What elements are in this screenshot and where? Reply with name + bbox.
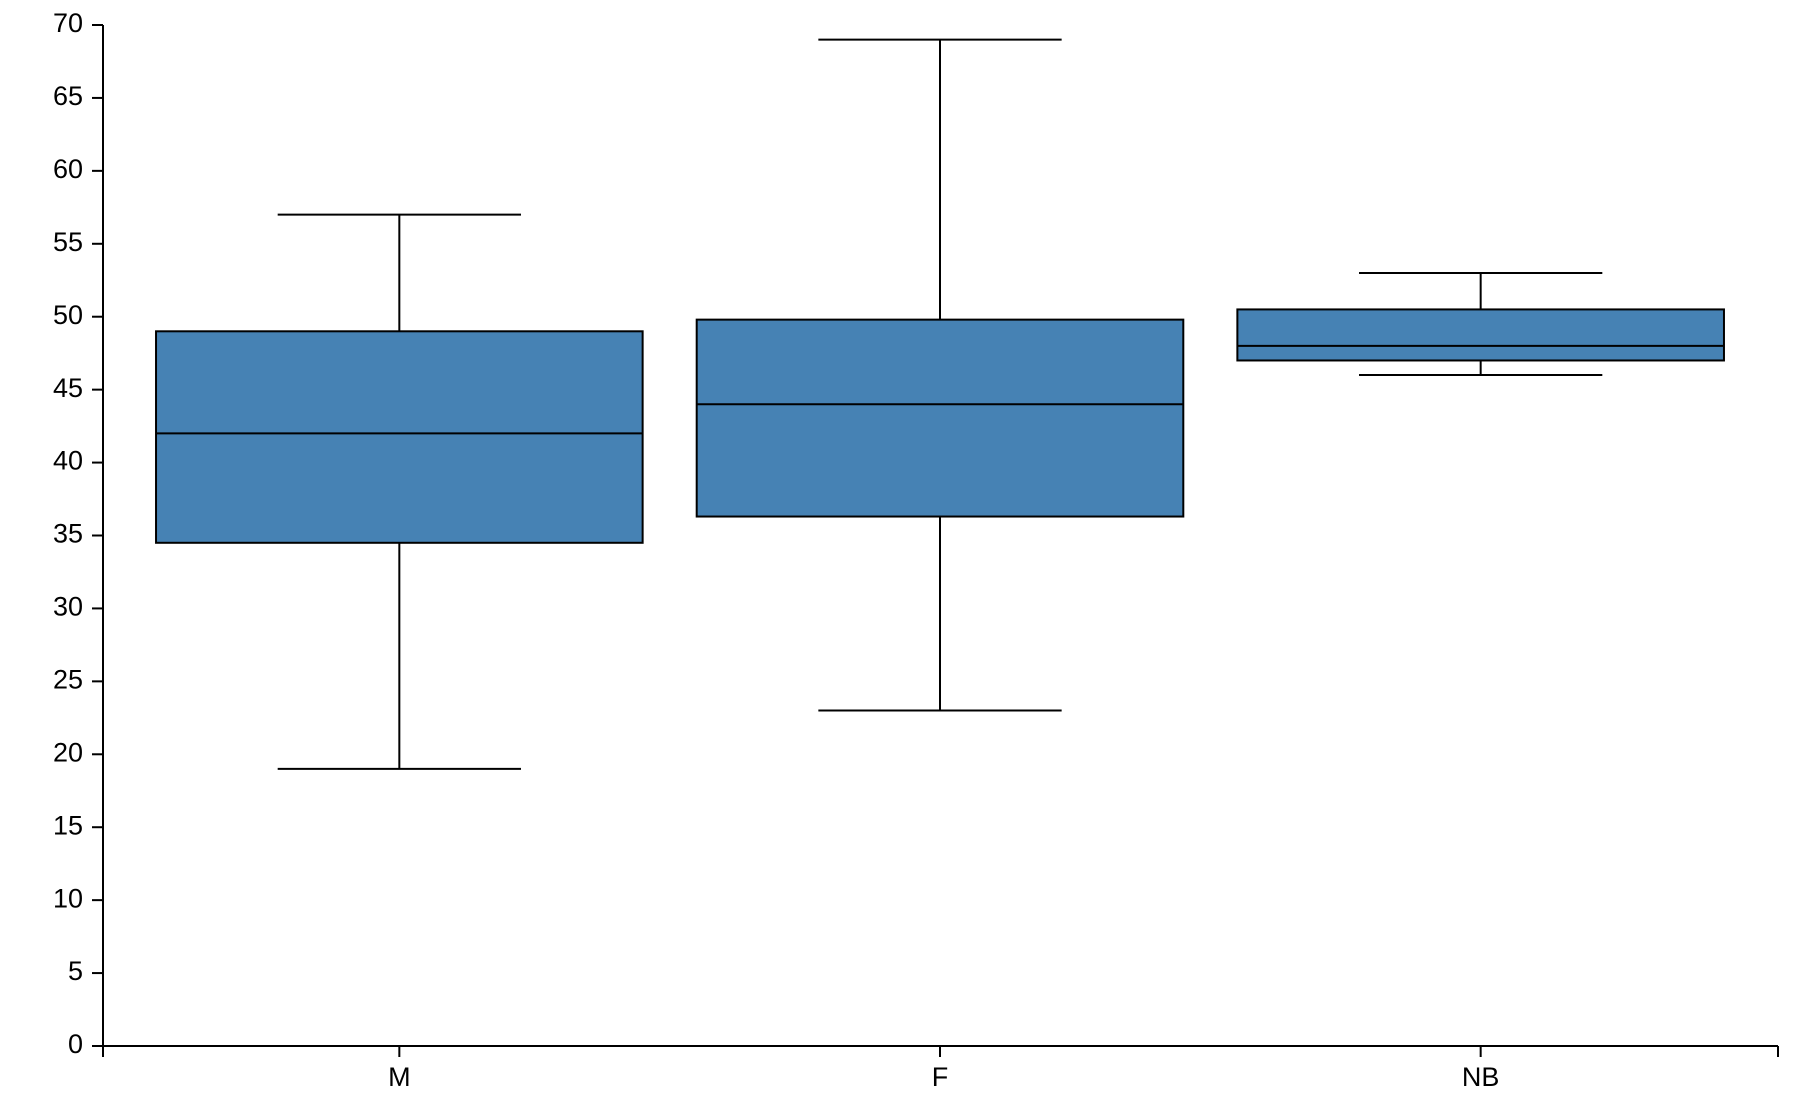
y-tick-label: 25	[53, 664, 83, 694]
y-tick-label: 70	[53, 8, 83, 38]
x-tick-label: F	[932, 1062, 949, 1092]
x-tick-label: M	[388, 1062, 411, 1092]
y-tick-label: 0	[68, 1029, 83, 1059]
box	[1236, 308, 1725, 362]
y-tick-label: 20	[53, 737, 83, 767]
y-tick-label: 50	[53, 300, 83, 330]
y-tick-label: 5	[68, 956, 83, 986]
y-tick-label: 60	[53, 154, 83, 184]
y-tick-label: 30	[53, 592, 83, 622]
y-tick-label: 10	[53, 883, 83, 913]
y-tick-label: 55	[53, 227, 83, 257]
y-tick-label: 45	[53, 373, 83, 403]
y-tick-label: 35	[53, 519, 83, 549]
y-tick-label: 65	[53, 81, 83, 111]
y-tick-label: 15	[53, 810, 83, 840]
x-tick-label: NB	[1462, 1062, 1500, 1092]
box	[695, 318, 1185, 518]
y-tick-label: 40	[53, 446, 83, 476]
box	[155, 330, 644, 544]
